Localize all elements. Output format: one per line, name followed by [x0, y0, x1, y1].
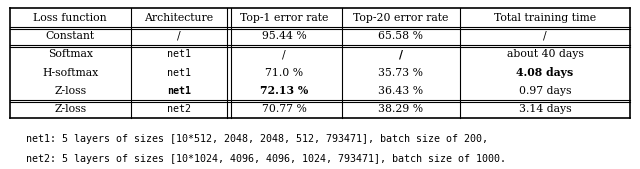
Text: H-softmax: H-softmax: [42, 68, 99, 78]
Text: 70.77 %: 70.77 %: [262, 104, 307, 114]
Text: /: /: [399, 49, 403, 60]
Text: net1: net1: [26, 134, 50, 144]
Text: net2: net2: [26, 154, 50, 164]
Text: Z-loss: Z-loss: [54, 104, 86, 114]
Text: /: /: [177, 31, 180, 41]
Text: net1: net1: [167, 49, 191, 59]
Text: Total training time: Total training time: [494, 13, 596, 23]
Text: 4.08 days: 4.08 days: [516, 67, 573, 78]
Text: /: /: [282, 49, 286, 59]
Text: : 5 layers of sizes [10*1024, 4096, 4096, 1024, 793471], batch size of 1000.: : 5 layers of sizes [10*1024, 4096, 4096…: [50, 154, 506, 164]
Text: Loss function: Loss function: [33, 13, 107, 23]
Text: 95.44 %: 95.44 %: [262, 31, 307, 41]
Text: 71.0 %: 71.0 %: [265, 68, 303, 78]
Text: 0.97 days: 0.97 days: [519, 86, 572, 96]
Text: /: /: [543, 31, 547, 41]
Text: 38.29 %: 38.29 %: [378, 104, 423, 114]
Text: 3.14 days: 3.14 days: [519, 104, 572, 114]
Text: net2: net2: [167, 104, 191, 114]
Text: 72.13 %: 72.13 %: [260, 85, 308, 96]
Text: Architecture: Architecture: [144, 13, 213, 23]
Text: 65.58 %: 65.58 %: [378, 31, 423, 41]
Text: Top-1 error rate: Top-1 error rate: [240, 13, 328, 23]
Text: : 5 layers of sizes [10*512, 2048, 2048, 512, 793471], batch size of 200,: : 5 layers of sizes [10*512, 2048, 2048,…: [50, 134, 488, 144]
Text: Z-loss: Z-loss: [54, 86, 86, 96]
Text: Constant: Constant: [45, 31, 95, 41]
Text: 35.73 %: 35.73 %: [378, 68, 423, 78]
Text: net1: net1: [167, 86, 191, 96]
Text: net1: net1: [167, 68, 191, 78]
Text: 36.43 %: 36.43 %: [378, 86, 423, 96]
Text: Softmax: Softmax: [47, 49, 93, 59]
Text: about 40 days: about 40 days: [507, 49, 584, 59]
Text: Top-20 error rate: Top-20 error rate: [353, 13, 449, 23]
